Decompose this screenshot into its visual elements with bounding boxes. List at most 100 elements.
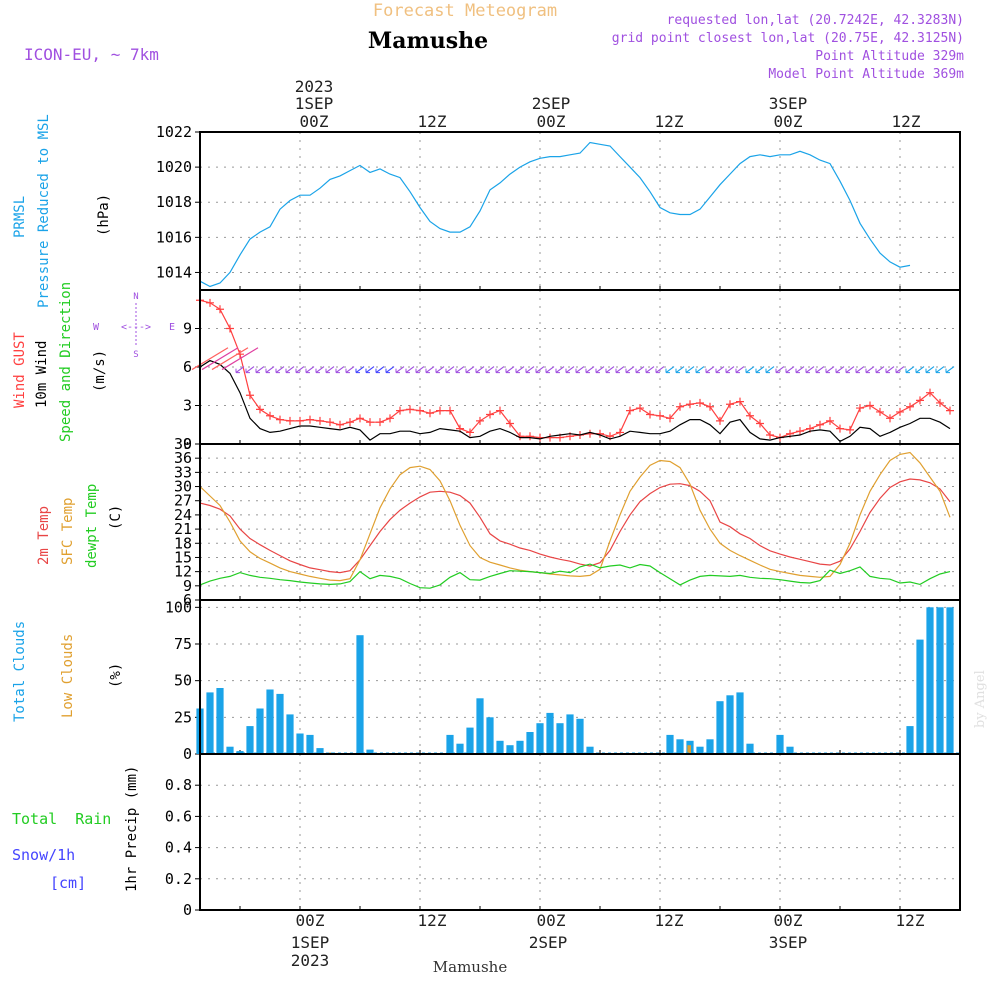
gust-marker [266,411,274,420]
wind-arrow-head [495,368,500,374]
bar-total_cloud [306,734,314,754]
wind-arrow-head [435,368,440,374]
gust-marker [226,324,234,333]
gust-marker [466,428,474,437]
gust-marker [316,416,324,425]
gust-marker [216,305,224,314]
y-tick-label: 1022 [156,123,192,141]
bar-total_cloud [476,698,484,754]
bar-total_cloud [456,743,464,754]
gust-marker [916,396,924,405]
bar-total_cloud [486,717,494,754]
pressure-unit: (hPa) [96,194,112,236]
wind-arrow-head [725,368,730,374]
bottom-time-axis: 00Z 12Z 00Z 12Z 00Z 12Z 1SEP 2SEP 3SEP 2… [291,911,925,970]
wind-arrow-head [715,368,720,374]
bottom-hour-4: 12Z [655,911,684,930]
gust-marker [406,405,414,414]
wind-arrow [405,366,415,374]
gust-marker [886,414,894,423]
y-tick-label: 21 [174,520,192,538]
wind-arrow [745,366,755,374]
bar-total_cloud [216,688,224,754]
bar-total_cloud [576,718,584,754]
gust-marker [766,431,774,440]
wind-arrow-head [395,368,400,374]
wind-arrow [675,366,685,374]
gust-marker [716,416,724,425]
compass-e: E [169,322,175,333]
gust-marker [426,409,434,418]
y-tick-label: 0.6 [165,807,192,825]
precip-side-labels: Total Rain Snow/1h [cm] 1hr Precip (mm) [12,766,140,892]
wind-arrow-head [445,368,450,374]
wind-arrow [265,366,275,374]
bar-total_cloud [466,727,474,754]
gust-marker [306,415,314,424]
top-date-1: 1SEP [295,94,334,113]
wind-arrow [885,366,895,374]
wind-arrow [585,366,595,374]
wind-arrow-head [505,368,510,374]
wind-arrow [575,366,585,374]
gust-marker [796,427,804,436]
gust-marker [756,419,764,428]
wind-arrow-head [525,368,530,374]
wind-arrow-head [305,368,310,374]
y-tick-label: 6 [183,358,192,376]
wind-arrow [945,366,955,374]
y-tick-label: 1020 [156,158,192,176]
compass-s: S [133,350,138,360]
wind-arrow-head [365,368,370,374]
wind-arrow [775,366,785,374]
wind-arrow [365,366,375,374]
bar-total_cloud [916,639,924,754]
wind-arrow-head [625,368,630,374]
bar-total_cloud [736,692,744,754]
wind-arrow-head [465,368,470,374]
point-altitude: Point Altitude 329m [815,49,964,64]
bar-total_cloud [946,607,954,754]
wind-arrow-head [665,368,670,374]
bar-total_cloud [716,701,724,754]
wind-arrow [385,366,395,374]
wind-arrow-head [485,368,490,374]
wind-arrow-head [695,368,700,374]
wind-arrow [855,366,865,374]
wind-arrow-head [885,368,890,374]
bar-total_cloud [356,635,364,754]
bar-total_cloud [226,746,234,754]
bar-total_cloud [786,746,794,754]
top-hour-5: 00Z [774,112,803,131]
total-cloud-label: Total Clouds [12,621,28,722]
wind-arrow-head [785,368,790,374]
prmsl-label: PRMSL [12,196,28,238]
bar-total_cloud [746,743,754,754]
y-tick-label: 25 [174,708,192,726]
wind-arrow [685,366,695,374]
temp-unit: (C) [108,505,124,530]
top-date-2: 2SEP [532,94,571,113]
bottom-date-1: 1SEP [291,933,330,952]
y-tick-label: 0 [183,745,192,763]
gust-marker [706,402,714,411]
panel-frame [199,753,961,911]
wind-arrow [435,366,445,374]
gust-marker [666,414,674,423]
gust-marker [276,415,284,424]
bar-total_cloud [276,693,284,754]
wind-arrow [915,366,925,374]
pressure-side-labels: PRMSL Pressure Reduced to MSL (hPa) [12,114,112,308]
gust-marker [206,298,214,307]
gust-marker [906,402,914,411]
wind-arrow-head [615,368,620,374]
gust-marker [526,432,534,441]
wind-arrow [905,366,915,374]
wind-arrow-head [555,368,560,374]
compass-w: W [93,322,100,333]
wind-arrow [315,366,325,374]
wind-arrow-head [765,368,770,374]
gust-marker [936,398,944,407]
wind-arrow-head [255,368,260,374]
